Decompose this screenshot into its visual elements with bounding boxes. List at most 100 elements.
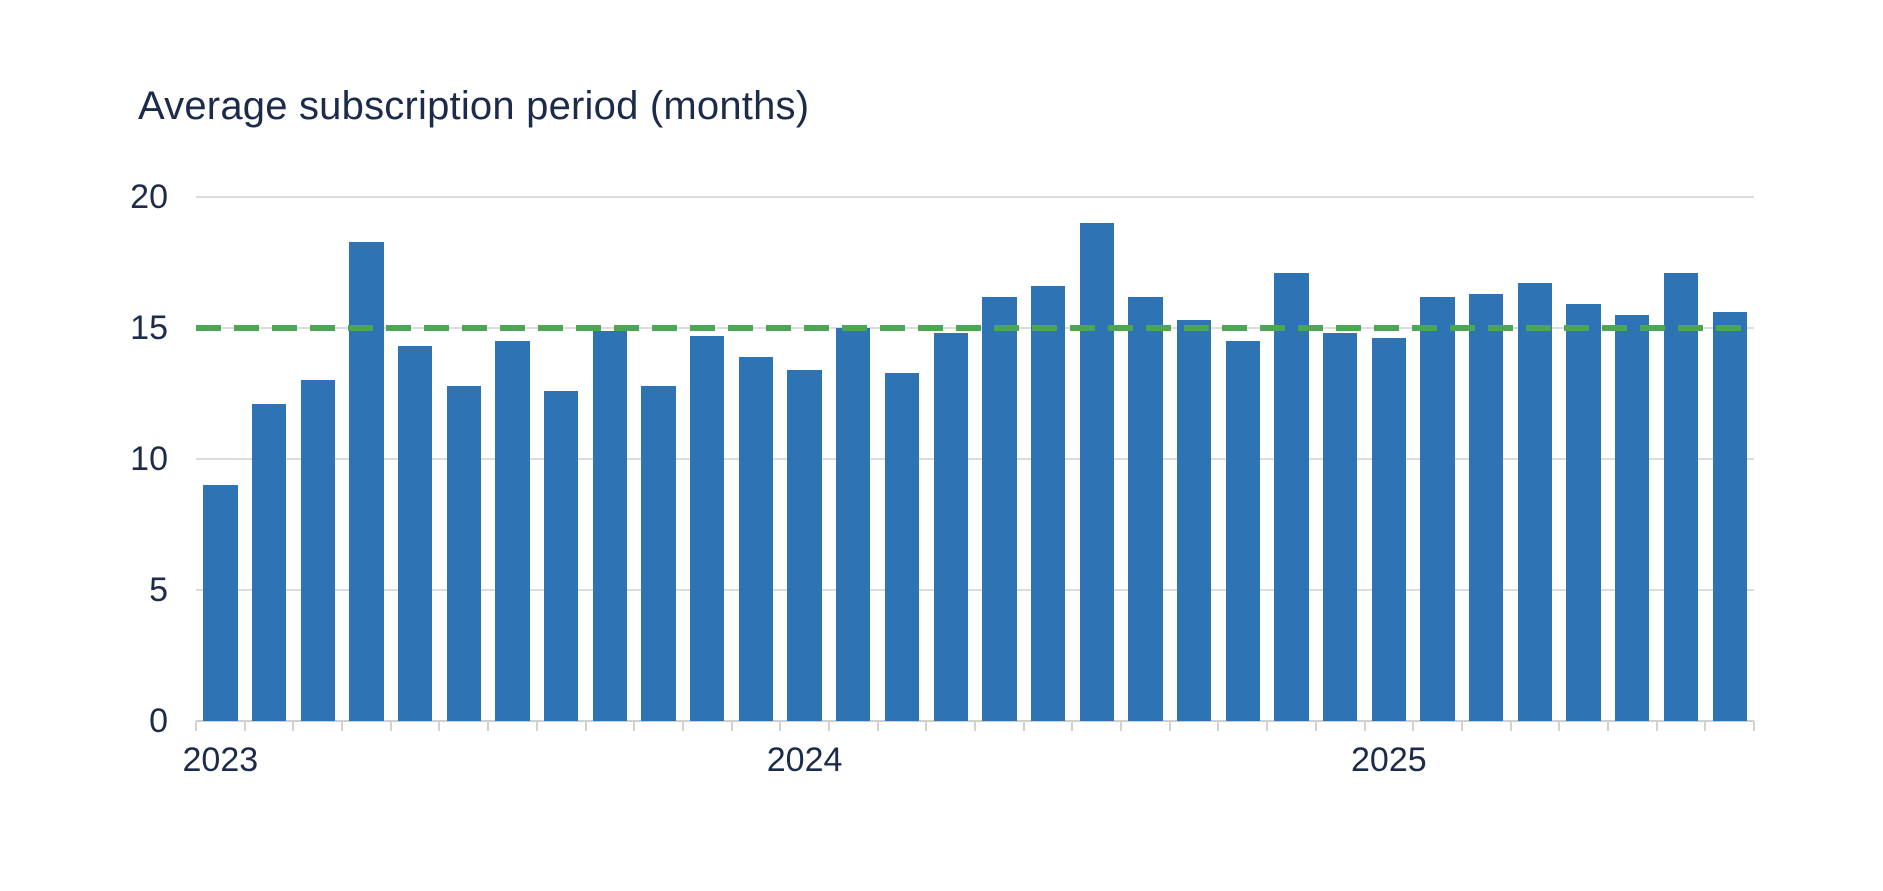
bar-slot-2025-02	[1413, 197, 1462, 721]
bar-2025-07	[1663, 272, 1699, 721]
x-axis-tick	[1217, 721, 1220, 731]
bar-2024-10	[1225, 341, 1260, 721]
bar-slot-2024-05	[975, 197, 1024, 721]
x-axis-tick	[633, 721, 636, 731]
bar-slot-2023-12	[732, 197, 781, 721]
bar-2023-09	[592, 330, 627, 721]
bar-2025-04	[1517, 283, 1553, 721]
bar-2025-02	[1420, 296, 1455, 721]
bar-slot-2023-08	[537, 197, 586, 721]
bar-2025-01	[1371, 338, 1406, 721]
bar-2023-06	[446, 385, 481, 721]
bar-slot-2023-03	[293, 197, 342, 721]
bar-2023-03	[300, 380, 335, 721]
x-axis-tick	[1753, 721, 1755, 731]
bar-slot-2023-02	[245, 197, 294, 721]
x-axis-tick	[925, 721, 928, 731]
x-axis-tick	[1314, 721, 1317, 731]
x-axis-tick	[1655, 721, 1658, 731]
gridline-y-5	[196, 589, 1754, 591]
bar-2023-12	[738, 356, 774, 721]
x-axis-tick	[1120, 721, 1123, 731]
bar-series	[196, 197, 1754, 721]
bar-2023-05	[397, 346, 433, 721]
bar-2024-09	[1176, 320, 1212, 721]
x-axis-tick	[438, 721, 441, 731]
x-axis-tick	[243, 721, 246, 731]
x-axis-tick	[681, 721, 684, 731]
gridline-y-10	[196, 458, 1754, 460]
bar-2024-12	[1323, 333, 1358, 721]
bar-slot-2023-07	[488, 197, 537, 721]
x-axis-tick	[535, 721, 538, 731]
bar-2025-05	[1566, 304, 1601, 721]
x-axis-tick	[1558, 721, 1561, 731]
bar-slot-2023-09	[586, 197, 635, 721]
plot-area: 0 5 10 15 20 2023 2024 2025	[130, 180, 1755, 777]
bar-slot-2023-10	[634, 197, 683, 721]
bar-slot-2023-06	[439, 197, 488, 721]
chart-title: Average subscription period (months)	[138, 84, 810, 128]
bar-2024-05	[982, 296, 1017, 721]
x-axis-tick	[974, 721, 976, 731]
bar-slot-2024-01	[780, 197, 829, 721]
bar-2024-06	[1030, 286, 1066, 721]
x-axis-tick	[1606, 721, 1609, 731]
x-axis-tick	[389, 721, 392, 731]
bar-2025-03	[1469, 293, 1504, 721]
y-axis-tick-label-15: 15	[130, 309, 168, 347]
bar-slot-2024-08	[1121, 197, 1170, 721]
bar-2024-02	[836, 328, 871, 721]
x-axis-tick	[341, 721, 344, 731]
bar-2023-04	[349, 241, 384, 721]
x-axis-tick	[876, 721, 879, 731]
y-axis-tick-label-10: 10	[130, 440, 168, 478]
x-axis-tick	[487, 721, 490, 731]
bar-slot-2024-11	[1267, 197, 1316, 721]
x-axis-tick	[1266, 721, 1269, 731]
y-axis-tick-label-5: 5	[149, 571, 168, 609]
bar-slot-2025-01	[1365, 197, 1414, 721]
x-axis-tick	[1071, 721, 1074, 731]
bar-2024-01	[787, 369, 822, 721]
bar-slot-2024-06	[1024, 197, 1073, 721]
x-axis-year-label-2025: 2025	[1351, 741, 1427, 779]
x-axis-tick	[1022, 721, 1025, 731]
bar-slot-2024-10	[1218, 197, 1267, 721]
x-axis-tick	[730, 721, 733, 731]
x-axis-tick	[292, 721, 295, 731]
x-axis-tick	[1460, 721, 1463, 731]
x-axis-year-label-2023: 2023	[182, 741, 259, 779]
x-axis-tick	[1168, 721, 1171, 731]
bar-slot-2024-09	[1170, 197, 1219, 721]
bar-2024-04	[933, 333, 968, 721]
bar-2023-11	[690, 335, 725, 721]
x-axis-tick	[1704, 721, 1707, 731]
x-axis-tick	[779, 721, 782, 731]
bar-slot-2023-04	[342, 197, 391, 721]
bar-slot-2024-12	[1316, 197, 1365, 721]
bar-slot-2023-11	[683, 197, 732, 721]
y-axis-tick-label-0: 0	[149, 702, 168, 740]
x-axis-tick	[1412, 721, 1415, 731]
bar-slot-2025-04	[1511, 197, 1560, 721]
gridline-y-20	[196, 196, 1754, 198]
bar-2023-10	[641, 385, 676, 721]
bar-slot-2024-04	[926, 197, 975, 721]
target-reference-line	[196, 325, 1754, 331]
bar-slot-2024-02	[829, 197, 878, 721]
bar-slot-2023-05	[391, 197, 440, 721]
bar-slot-2023-01	[196, 197, 245, 721]
x-axis-tick	[195, 721, 197, 731]
bar-2025-06	[1615, 314, 1650, 721]
bar-2023-02	[251, 403, 287, 721]
x-axis-tick	[827, 721, 830, 731]
bar-slot-2024-07	[1072, 197, 1121, 721]
bar-2023-08	[544, 390, 579, 721]
bar-2024-03	[884, 372, 920, 721]
bar-2024-11	[1274, 272, 1309, 721]
bar-slot-2024-03	[878, 197, 927, 721]
bar-slot-2025-03	[1462, 197, 1511, 721]
bar-2024-08	[1128, 296, 1163, 721]
